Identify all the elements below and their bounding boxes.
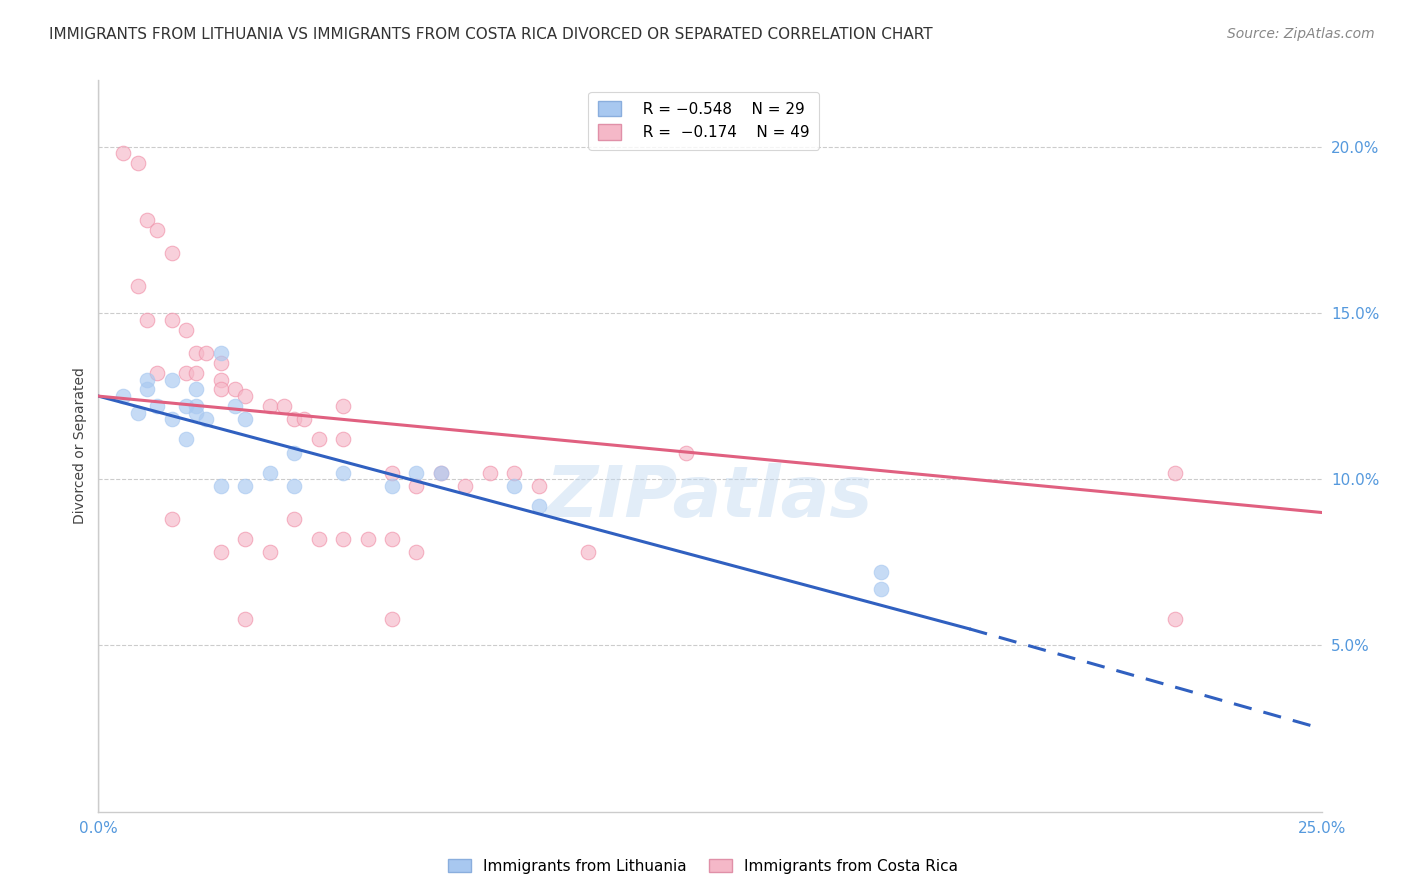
- Point: [675, 445, 697, 459]
- Point: [209, 356, 232, 370]
- Point: [136, 312, 159, 326]
- Point: [356, 532, 378, 546]
- Point: [1164, 612, 1187, 626]
- Point: [209, 372, 232, 386]
- Point: [308, 433, 330, 447]
- Point: [160, 412, 183, 426]
- Point: [186, 366, 208, 380]
- Point: [454, 479, 477, 493]
- Point: [430, 466, 453, 480]
- Point: [503, 479, 526, 493]
- Point: [527, 499, 550, 513]
- Point: [209, 346, 232, 360]
- Point: [127, 406, 149, 420]
- Point: [1164, 466, 1187, 480]
- Point: [136, 383, 159, 397]
- Point: [381, 479, 404, 493]
- Point: [160, 312, 183, 326]
- Text: Source: ZipAtlas.com: Source: ZipAtlas.com: [1227, 27, 1375, 41]
- Point: [111, 389, 134, 403]
- Point: [136, 213, 159, 227]
- Point: [259, 399, 281, 413]
- Point: [381, 612, 404, 626]
- Point: [209, 545, 232, 559]
- Point: [176, 366, 198, 380]
- Point: [308, 532, 330, 546]
- Point: [176, 323, 198, 337]
- Point: [186, 383, 208, 397]
- Point: [332, 532, 354, 546]
- Point: [233, 412, 256, 426]
- Y-axis label: Divorced or Separated: Divorced or Separated: [73, 368, 87, 524]
- Point: [405, 466, 427, 480]
- Point: [576, 545, 599, 559]
- Legend:   R = −0.548    N = 29,   R =  −0.174    N = 49: R = −0.548 N = 29, R = −0.174 N = 49: [589, 92, 818, 150]
- Point: [195, 346, 218, 360]
- Point: [527, 479, 550, 493]
- Point: [233, 612, 256, 626]
- Point: [233, 532, 256, 546]
- Point: [478, 466, 501, 480]
- Point: [259, 545, 281, 559]
- Point: [405, 479, 427, 493]
- Legend: Immigrants from Lithuania, Immigrants from Costa Rica: Immigrants from Lithuania, Immigrants fr…: [441, 853, 965, 880]
- Point: [160, 372, 183, 386]
- Point: [292, 412, 315, 426]
- Point: [870, 566, 893, 580]
- Point: [160, 512, 183, 526]
- Point: [283, 479, 305, 493]
- Point: [127, 156, 149, 170]
- Point: [209, 479, 232, 493]
- Point: [195, 412, 218, 426]
- Point: [273, 399, 295, 413]
- Point: [332, 433, 354, 447]
- Point: [332, 399, 354, 413]
- Point: [233, 479, 256, 493]
- Point: [146, 366, 169, 380]
- Point: [233, 389, 256, 403]
- Point: [283, 445, 305, 459]
- Point: [430, 466, 453, 480]
- Point: [146, 399, 169, 413]
- Point: [283, 512, 305, 526]
- Point: [111, 146, 134, 161]
- Point: [283, 412, 305, 426]
- Point: [405, 545, 427, 559]
- Point: [146, 223, 169, 237]
- Point: [186, 346, 208, 360]
- Point: [224, 383, 246, 397]
- Point: [176, 399, 198, 413]
- Point: [381, 532, 404, 546]
- Point: [224, 399, 246, 413]
- Point: [332, 466, 354, 480]
- Text: ZIPatlas: ZIPatlas: [547, 463, 873, 532]
- Point: [381, 466, 404, 480]
- Text: IMMIGRANTS FROM LITHUANIA VS IMMIGRANTS FROM COSTA RICA DIVORCED OR SEPARATED CO: IMMIGRANTS FROM LITHUANIA VS IMMIGRANTS …: [49, 27, 932, 42]
- Point: [503, 466, 526, 480]
- Point: [870, 582, 893, 596]
- Point: [186, 406, 208, 420]
- Point: [186, 399, 208, 413]
- Point: [136, 372, 159, 386]
- Point: [160, 246, 183, 260]
- Point: [127, 279, 149, 293]
- Point: [209, 383, 232, 397]
- Point: [259, 466, 281, 480]
- Point: [176, 433, 198, 447]
